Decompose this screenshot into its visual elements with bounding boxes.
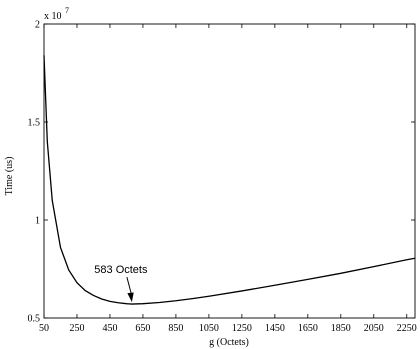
x-tick-label: 1650	[298, 323, 318, 334]
x-tick-label: 1850	[331, 323, 351, 334]
y-axis-ticks: 0.5 1 1.5 2	[28, 20, 415, 325]
x-tick-label: 1250	[232, 323, 252, 334]
y-tick-label: 1	[35, 216, 40, 227]
x-axis-label: g (Octets)	[209, 337, 249, 348]
x-axis-ticks: 50 250 450 650 850 1050 1250 1450 1650 1850 2050 22…	[39, 24, 417, 334]
x-tick-label: 1450	[265, 323, 285, 334]
plot-frame	[43, 23, 416, 319]
x-tick-label: 2250	[397, 323, 417, 334]
y-tick-label: 1.5	[28, 118, 41, 129]
y-multiplier-exponent: 7	[65, 6, 69, 15]
x-tick-label: 1050	[199, 323, 219, 334]
annotation-minimum: 583 Octets	[94, 264, 148, 303]
annotation-label: 583 Octets	[94, 264, 148, 276]
x-tick-label: 650	[135, 323, 150, 334]
annotation-arrow-head	[127, 292, 134, 303]
x-tick-label: 2050	[364, 323, 384, 334]
y-tick-label: 2	[35, 20, 40, 31]
series-line	[43, 55, 416, 305]
y-axis-label: Time (us)	[4, 157, 15, 196]
y-tick-label: 0.5	[28, 314, 41, 325]
x-tick-label: 50	[39, 323, 49, 334]
y-axis-multiplier: x 10 7	[44, 6, 69, 22]
x-tick-label: 450	[102, 323, 117, 334]
y-multiplier-base: x 10	[44, 11, 62, 22]
x-tick-label: 850	[168, 323, 183, 334]
x-tick-label: 250	[69, 323, 84, 334]
